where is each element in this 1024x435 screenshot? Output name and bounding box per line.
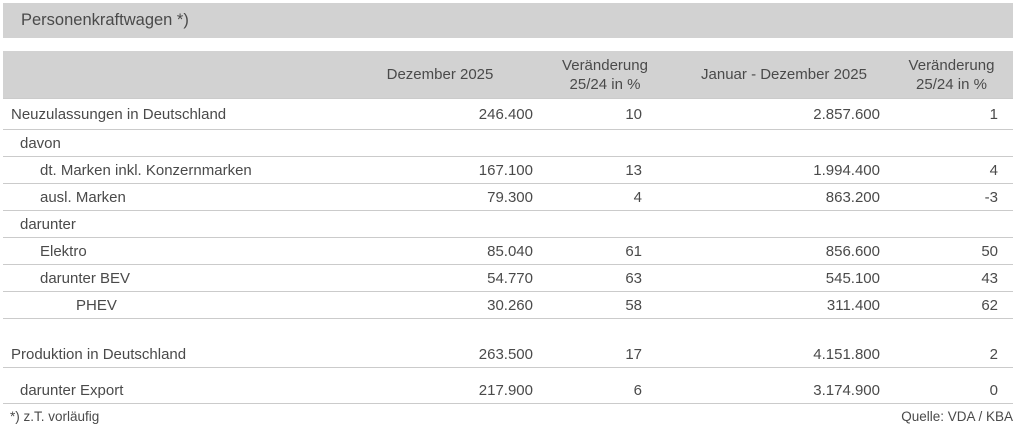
value-veraenderung-jahr: 0 <box>989 381 998 399</box>
value-dezember: 79.300 <box>487 188 533 206</box>
row-label: Elektro <box>40 242 87 260</box>
row-label: davon <box>20 134 61 152</box>
value-veraenderung-dez: 4 <box>633 188 642 206</box>
value-januar-dezember: 863.200 <box>825 188 880 206</box>
value-januar-dezember: 4.151.800 <box>813 345 880 363</box>
title-bar: Personenkraftwagen *) <box>3 3 1013 38</box>
value-veraenderung-jahr: -3 <box>984 188 998 206</box>
data-table: Dezember 2025 Veränderung 25/24 in % Jan… <box>3 51 1013 404</box>
table-row: Neuzulassungen in Deutschland 246.400 10… <box>3 99 1013 130</box>
value-januar-dezember: 2.857.600 <box>813 105 880 123</box>
value-januar-dezember: 311.400 <box>826 296 880 314</box>
col-header-dezember-2025: Dezember 2025 <box>386 66 494 83</box>
col-header-veraenderung-jahr-line2: 25/24 in % <box>916 75 987 93</box>
value-veraenderung-dez: 10 <box>625 105 642 123</box>
value-dezember: 217.900 <box>478 381 533 399</box>
group-row: davon <box>3 130 1013 157</box>
value-veraenderung-jahr: 4 <box>989 161 998 179</box>
page-title: Personenkraftwagen *) <box>21 11 189 29</box>
source: Quelle: VDA / KBA <box>901 409 1013 424</box>
table-rows: Neuzulassungen in Deutschland 246.400 10… <box>3 98 1013 404</box>
col-header-veraenderung-jahr-line1: Veränderung <box>908 56 995 74</box>
value-januar-dezember: 3.174.900 <box>813 381 880 399</box>
value-dezember: 167.100 <box>478 161 533 179</box>
value-dezember: 246.400 <box>478 105 533 123</box>
value-veraenderung-jahr: 50 <box>981 242 998 260</box>
spacer-row <box>3 319 1013 341</box>
row-label: Neuzulassungen in Deutschland <box>11 105 227 123</box>
table-row: Produktion in Deutschland 263.500 17 4.1… <box>3 341 1013 368</box>
value-veraenderung-dez: 13 <box>625 161 642 179</box>
value-veraenderung-dez: 17 <box>625 345 642 363</box>
col-header-veraenderung-jahr: Veränderung 25/24 in % <box>890 56 1013 94</box>
value-januar-dezember: 856.600 <box>825 242 880 260</box>
table-row: Elektro 85.040 61 856.600 50 <box>3 238 1013 265</box>
table-row: dt. Marken inkl. Konzernmarken 167.100 1… <box>3 157 1013 184</box>
value-veraenderung-dez: 58 <box>625 296 642 314</box>
value-veraenderung-jahr: 1 <box>989 105 998 123</box>
row-label: PHEV <box>76 296 117 314</box>
table-row: darunter BEV 54.770 63 545.100 43 <box>3 265 1013 292</box>
col-header-veraenderung-dez-line2: 25/24 in % <box>569 75 641 93</box>
row-label: darunter <box>20 215 76 233</box>
value-dezember: 54.770 <box>487 269 533 287</box>
footnote: *) z.T. vorläufig <box>10 409 100 424</box>
value-veraenderung-jahr: 2 <box>989 345 998 363</box>
row-label: dt. Marken inkl. Konzernmarken <box>40 161 252 179</box>
row-label: darunter Export <box>20 381 124 399</box>
spacer-row <box>3 368 1013 377</box>
col-header-veraenderung-dez-line1: Veränderung <box>562 56 648 74</box>
value-dezember: 30.260 <box>487 296 533 314</box>
value-veraenderung-jahr: 62 <box>981 296 998 314</box>
table-row: PHEV 30.260 58 311.400 62 <box>3 292 1013 319</box>
value-veraenderung-jahr: 43 <box>981 269 998 287</box>
value-veraenderung-dez: 6 <box>633 381 642 399</box>
value-januar-dezember: 545.100 <box>825 269 880 287</box>
report-page: Personenkraftwagen *) Dezember 2025 Verä… <box>3 3 1013 424</box>
footer: *) z.T. vorläufig Quelle: VDA / KBA <box>3 404 1013 424</box>
row-label: ausl. Marken <box>40 188 126 206</box>
row-label: darunter BEV <box>40 269 131 287</box>
value-veraenderung-dez: 63 <box>625 269 642 287</box>
group-row: darunter <box>3 211 1013 238</box>
value-dezember: 263.500 <box>478 345 533 363</box>
table-row: ausl. Marken 79.300 4 863.200 -3 <box>3 184 1013 211</box>
col-header-veraenderung-dez: Veränderung 25/24 in % <box>540 56 660 94</box>
col-header-januar-dezember-2025: Januar - Dezember 2025 <box>701 66 867 83</box>
value-veraenderung-dez: 61 <box>625 242 642 260</box>
table-row: darunter Export 217.900 6 3.174.900 0 <box>3 377 1013 404</box>
value-dezember: 85.040 <box>487 242 533 260</box>
row-label: Produktion in Deutschland <box>11 345 187 363</box>
value-januar-dezember: 1.994.400 <box>813 161 880 179</box>
table-header: Dezember 2025 Veränderung 25/24 in % Jan… <box>3 51 1013 98</box>
